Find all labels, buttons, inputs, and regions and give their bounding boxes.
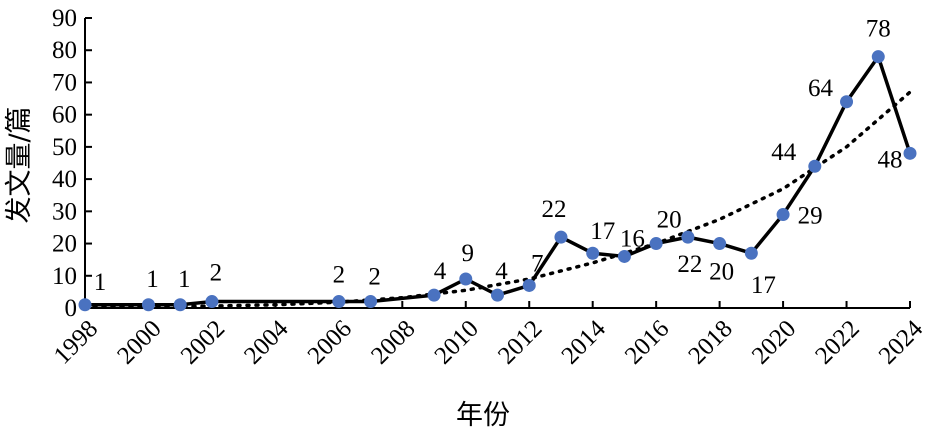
series-line <box>85 54 912 307</box>
x-tick-label: 2008 <box>366 315 420 369</box>
data-label: 7 <box>531 250 544 277</box>
y-tick-label: 40 <box>52 166 77 193</box>
y-tick-label: 80 <box>52 37 77 64</box>
data-point <box>776 208 790 222</box>
data-label: 17 <box>751 272 776 299</box>
y-tick-label: 10 <box>52 263 77 290</box>
data-label: 1 <box>146 266 159 293</box>
y-tick-label: 50 <box>52 134 77 161</box>
trend-line <box>83 90 912 310</box>
y-tick-label: 60 <box>52 102 77 129</box>
x-tick-label: 2016 <box>620 315 674 369</box>
data-label: 4 <box>434 258 447 285</box>
x-tick-label: 2022 <box>810 315 864 369</box>
data-point <box>332 295 346 309</box>
x-tick-label: 1998 <box>49 315 103 369</box>
x-tick-label: 2024 <box>874 315 925 370</box>
data-point <box>459 272 473 286</box>
x-tick-label: 2020 <box>747 315 801 369</box>
data-label: 1 <box>94 269 107 296</box>
y-tick-label: 20 <box>52 231 77 258</box>
data-label: 20 <box>709 259 734 286</box>
data-point <box>522 278 536 292</box>
data-label: 20 <box>657 207 682 234</box>
x-tick-label: 2006 <box>303 315 357 369</box>
series-layer <box>78 50 917 312</box>
data-point <box>78 298 92 312</box>
data-label: 2 <box>368 264 381 291</box>
x-tick-label: 2012 <box>493 315 547 369</box>
data-label: 16 <box>620 225 645 252</box>
data-label: 1 <box>178 266 191 293</box>
data-point <box>808 159 822 173</box>
data-label: 4 <box>495 258 508 285</box>
x-tick-label: 2014 <box>556 315 611 370</box>
data-point <box>649 237 663 251</box>
y-tick-label: 90 <box>52 5 77 32</box>
data-label: 17 <box>590 218 615 245</box>
data-point <box>491 288 504 302</box>
x-tick-label: 2000 <box>112 315 166 369</box>
data-point <box>427 288 441 302</box>
y-axis-title: 发文量/篇 <box>4 106 35 223</box>
data-label: 64 <box>808 75 834 102</box>
y-tick-label: 30 <box>52 198 77 225</box>
data-point <box>903 146 917 160</box>
data-point <box>681 230 695 244</box>
y-tick-label: 0 <box>65 295 78 322</box>
data-label: 48 <box>878 146 903 173</box>
x-axis-title: 年份 <box>456 400 510 431</box>
axes <box>84 18 910 309</box>
x-tick-label: 2010 <box>430 315 484 369</box>
data-point <box>871 50 885 64</box>
data-point <box>713 237 727 251</box>
data-point <box>554 230 568 244</box>
y-tick-label: 70 <box>52 69 77 96</box>
data-point <box>840 95 854 109</box>
data-label: 9 <box>462 240 475 267</box>
data-point <box>586 246 600 260</box>
data-label: 2 <box>210 260 223 287</box>
x-tick-label: 2018 <box>683 315 737 369</box>
data-label: 22 <box>677 251 702 278</box>
data-point <box>173 298 187 312</box>
data-point <box>205 295 219 309</box>
data-point <box>617 249 631 263</box>
data-point <box>744 246 758 260</box>
data-label: 29 <box>798 203 823 230</box>
data-label: 78 <box>866 16 891 43</box>
data-label: 44 <box>771 139 797 166</box>
data-label: 2 <box>333 262 346 289</box>
x-tick-label: 2002 <box>176 315 230 369</box>
trend-layer <box>83 90 912 310</box>
x-tick-label: 2004 <box>239 315 294 370</box>
data-point <box>364 295 378 309</box>
data-label: 22 <box>541 196 566 223</box>
data-point <box>141 298 155 312</box>
